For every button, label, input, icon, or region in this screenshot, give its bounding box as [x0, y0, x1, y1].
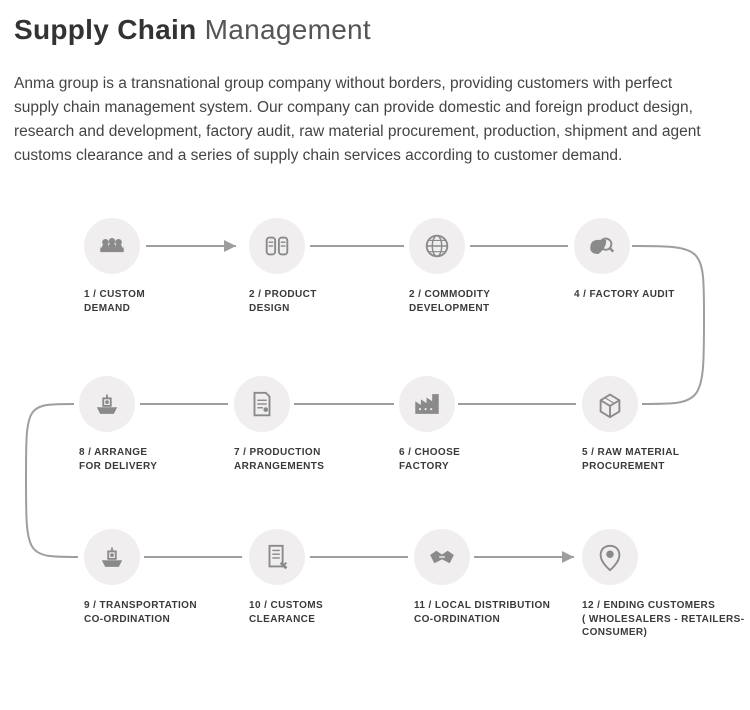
pin-icon: [582, 529, 638, 585]
step-label: 2 / COMMODITY DEVELOPMENT: [409, 288, 589, 315]
flow-step-10: 10 / CUSTOMS CLEARANCE: [249, 529, 429, 626]
handshake-icon: [414, 529, 470, 585]
box-icon: [582, 376, 638, 432]
globe-icon: [409, 218, 465, 274]
step-label: 6 / CHOOSE FACTORY: [399, 446, 579, 473]
step-label: 11 / LOCAL DISTRIBUTION CO-ORDINATION: [414, 599, 594, 626]
flow-step-1: 1 / CUSTOM DEMAND: [84, 218, 264, 315]
flow-step-7: 7 / PRODUCTION ARRANGEMENTS: [234, 376, 414, 473]
flow-step-11: 11 / LOCAL DISTRIBUTION CO-ORDINATION: [414, 529, 594, 626]
product-icon: [249, 218, 305, 274]
flow-step-12: 12 / ENDING CUSTOMERS ( WHOLESALERS - RE…: [582, 529, 750, 640]
flow-step-4: 4 / FACTORY AUDIT: [574, 218, 750, 302]
hand-lens-icon: [574, 218, 630, 274]
meeting-icon: [84, 218, 140, 274]
step-label: 12 / ENDING CUSTOMERS ( WHOLESALERS - RE…: [582, 599, 750, 640]
ship-icon: [79, 376, 135, 432]
step-label: 7 / PRODUCTION ARRANGEMENTS: [234, 446, 414, 473]
step-label: 2 / PRODUCT DESIGN: [249, 288, 429, 315]
flow-step-2: 2 / PRODUCT DESIGN: [249, 218, 429, 315]
step-label: 5 / RAW MATERIAL PROCUREMENT: [582, 446, 750, 473]
supply-chain-diagram: 1 / CUSTOM DEMAND2 / PRODUCT DESIGN2 / C…: [14, 198, 734, 638]
flow-step-6: 6 / CHOOSE FACTORY: [399, 376, 579, 473]
step-label: 10 / CUSTOMS CLEARANCE: [249, 599, 429, 626]
flow-step-9: 9 / TRANSPORTATION CO-ORDINATION: [84, 529, 264, 626]
flow-step-5: 5 / RAW MATERIAL PROCUREMENT: [582, 376, 750, 473]
ship-icon: [84, 529, 140, 585]
title-light: Management: [197, 14, 372, 45]
flow-step-3: 2 / COMMODITY DEVELOPMENT: [409, 218, 589, 315]
step-label: 1 / CUSTOM DEMAND: [84, 288, 264, 315]
clearance-icon: [249, 529, 305, 585]
step-label: 8 / ARRANGE FOR DELIVERY: [79, 446, 259, 473]
title-bold: Supply Chain: [14, 14, 197, 45]
step-label: 4 / FACTORY AUDIT: [574, 288, 750, 302]
flow-step-8: 8 / ARRANGE FOR DELIVERY: [79, 376, 259, 473]
page-title: Supply Chain Management: [14, 14, 736, 46]
step-label: 9 / TRANSPORTATION CO-ORDINATION: [84, 599, 264, 626]
description-paragraph: Anma group is a transnational group comp…: [14, 72, 714, 168]
